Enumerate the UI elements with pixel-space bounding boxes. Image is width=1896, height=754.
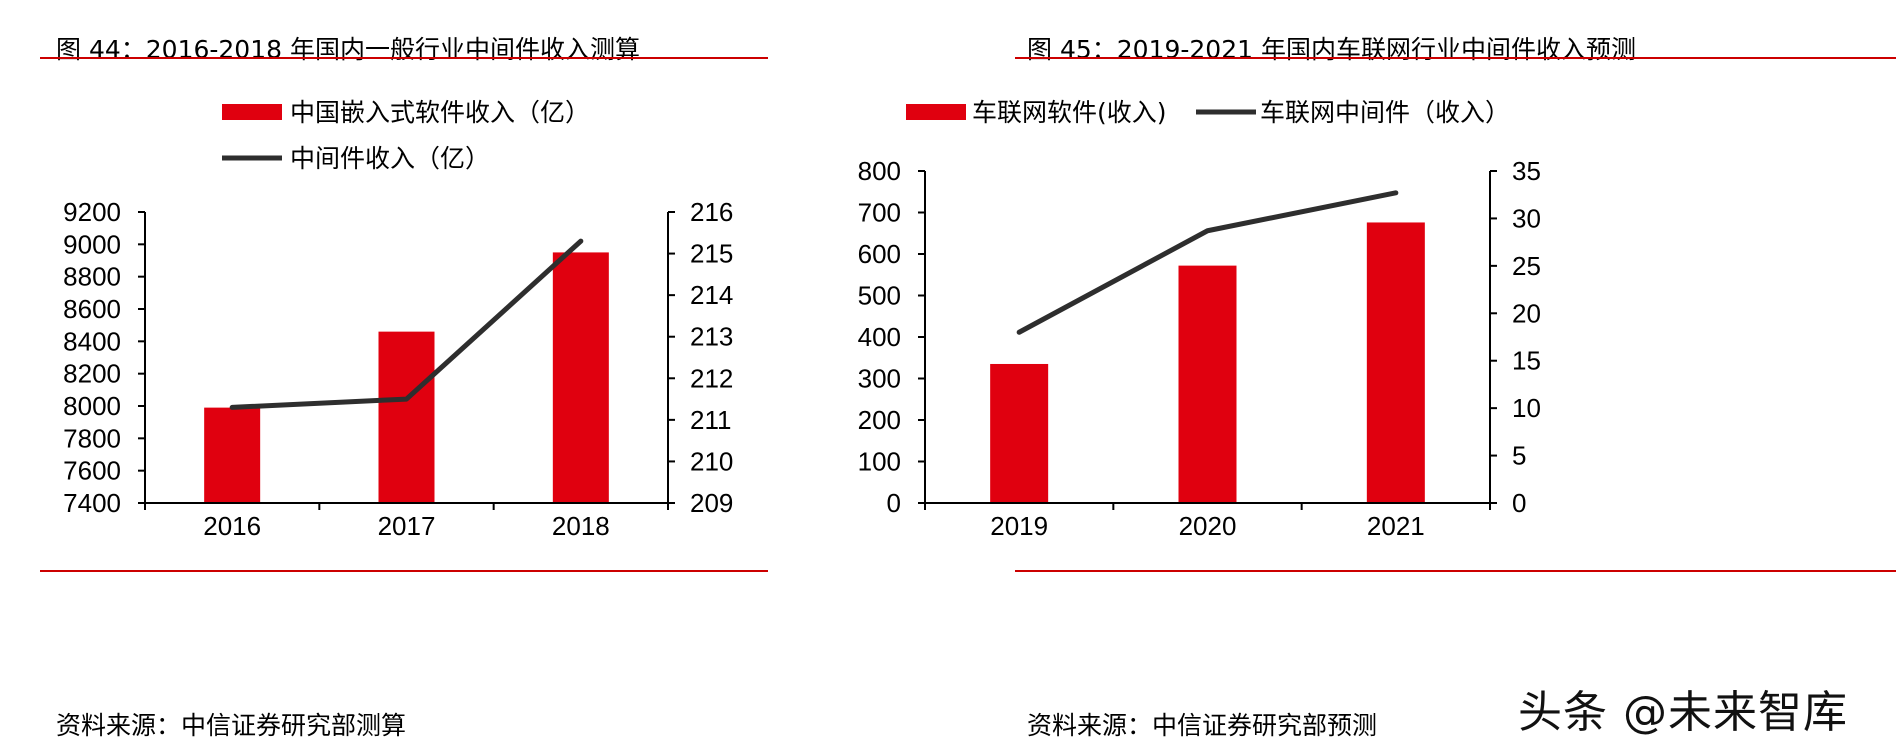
source-note: 资料来源：中信证券研究部测算 [56, 711, 407, 740]
left-tick-label: 8200 [63, 359, 121, 389]
chart-45: 0 100 200 300 400 500 600 700 800 0 5 10 15 20 25 30 35 2… [858, 98, 1541, 541]
left-tick-label: 7800 [63, 423, 121, 453]
legend-bar-swatch [906, 104, 966, 120]
legend-bar-label: 车联网软件(收入) [972, 98, 1167, 127]
right-tick-label: 210 [690, 446, 733, 476]
title-rule [1015, 57, 1896, 59]
right-tick-label: 15 [1512, 346, 1541, 376]
bar-2018 [552, 252, 609, 503]
right-tick-label: 25 [1512, 251, 1541, 281]
left-tick-label: 200 [858, 405, 901, 435]
x-tick-label: 2018 [552, 511, 610, 541]
right-tick-label: 30 [1512, 203, 1541, 233]
left-tick-label: 0 [887, 488, 901, 518]
left-tick-label: 8600 [63, 294, 121, 324]
left-tick-label: 700 [858, 198, 901, 228]
left-tick-label: 7400 [63, 488, 121, 518]
bar-2019 [990, 363, 1049, 503]
left-figure: 图 44：2016-2018 年国内一般行业中间件收入测算 资料来源：中信证券研… [0, 0, 940, 754]
legend-line-label: 中间件收入（亿） [290, 144, 490, 173]
legend-line-label: 车联网中间件（收入） [1260, 98, 1510, 127]
left-tick-label: 300 [858, 364, 901, 394]
left-tick-label: 8800 [63, 262, 121, 292]
x-tick-label: 2021 [1367, 511, 1425, 541]
right-tick-label: 0 [1512, 488, 1526, 518]
right-tick-label: 214 [690, 280, 733, 310]
right-tick-label: 213 [690, 322, 733, 352]
left-tick-label: 7600 [63, 456, 121, 486]
watermark: 头条 @未来智库 [1518, 687, 1848, 738]
right-tick-label: 212 [690, 363, 733, 393]
bar-2021 [1366, 222, 1425, 503]
left-tick-label: 8400 [63, 326, 121, 356]
right-tick-label: 216 [690, 197, 733, 227]
left-tick-label: 8000 [63, 391, 121, 421]
right-tick-label: 5 [1512, 441, 1526, 471]
left-tick-label: 500 [858, 281, 901, 311]
left-tick-label: 9200 [63, 197, 121, 227]
line-series-middleware [229, 238, 584, 410]
footer-rule [1015, 570, 1896, 572]
right-tick-label: 10 [1512, 393, 1541, 423]
left-tick-label: 600 [858, 239, 901, 269]
title-rule [40, 57, 768, 59]
legend-bar-label: 中国嵌入式软件收入（亿） [290, 98, 590, 127]
right-tick-label: 211 [690, 405, 731, 435]
legend-bar-swatch [222, 104, 282, 120]
left-tick-label: 800 [858, 156, 901, 186]
line-series-iov-middleware [1016, 190, 1399, 335]
left-tick-label: 100 [858, 447, 901, 477]
bar-2016 [204, 407, 261, 503]
figure-title: 图 45：2019-2021 年国内车联网行业中间件收入预测 [1027, 35, 1636, 64]
left-tick-label: 400 [858, 322, 901, 352]
bar-2017 [378, 331, 435, 503]
source-note: 资料来源：中信证券研究部预测 [1027, 711, 1378, 740]
chart-44: 7400760078008000820084008600880090009200… [63, 98, 733, 541]
right-tick-label: 215 [690, 239, 733, 269]
x-tick-label: 2019 [990, 511, 1048, 541]
figure-title: 图 44：2016-2018 年国内一般行业中间件收入测算 [56, 35, 640, 64]
x-tick-label: 2016 [203, 511, 261, 541]
right-figure: 图 45：2019-2021 年国内车联网行业中间件收入预测 资料来源：中信证券… [858, 0, 1896, 754]
footer-rule [40, 570, 768, 572]
x-tick-label: 2017 [378, 511, 436, 541]
right-tick-label: 209 [690, 488, 733, 518]
x-tick-label: 2020 [1179, 511, 1237, 541]
left-tick-label: 9000 [63, 229, 121, 259]
right-tick-label: 35 [1512, 156, 1541, 186]
bar-2020 [1178, 265, 1237, 503]
right-tick-label: 20 [1512, 298, 1541, 328]
